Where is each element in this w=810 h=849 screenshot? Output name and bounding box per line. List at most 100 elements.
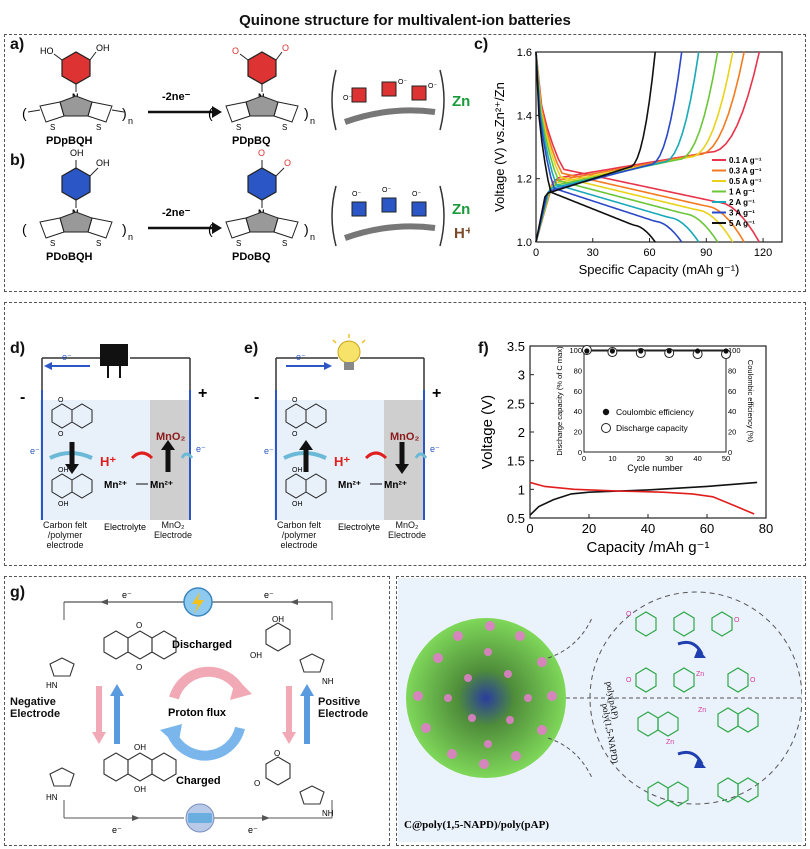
section-abc-box — [4, 34, 806, 292]
svg-text:e⁻: e⁻ — [122, 590, 132, 600]
chart-f-inset-ytick-label: 100 — [569, 346, 582, 355]
svg-text:MnO₂: MnO₂ — [156, 431, 185, 443]
svg-text:n: n — [310, 116, 315, 126]
section-h-box — [396, 576, 806, 846]
panel-label-b: b) — [10, 152, 26, 169]
svg-text:OH: OH — [58, 501, 69, 508]
chart-c-series-charge — [535, 51, 683, 243]
chart-f-inset-ce-point — [638, 348, 644, 354]
svg-text:e⁻: e⁻ — [248, 825, 258, 835]
svg-text:n: n — [128, 232, 133, 242]
chart-c-series-charge — [535, 51, 719, 243]
svg-text:OH: OH — [250, 651, 262, 660]
chart-f-inset-ytick-label: 0 — [578, 448, 582, 457]
svg-text:O: O — [750, 677, 756, 684]
panel-g-schematic: e⁻ e⁻ e⁻ e⁻ Discharged Charged Proton flux… — [10, 587, 369, 835]
svg-text:O: O — [136, 621, 142, 630]
chart-f-xtick-label: 60 — [700, 521, 714, 536]
svg-text:Electrolyte: Electrolyte — [104, 522, 146, 532]
pdobqh-structure: OH OH N SS () n — [22, 148, 133, 248]
svg-text:Mn²⁺: Mn²⁺ — [384, 480, 407, 491]
svg-text:O⁻: O⁻ — [343, 95, 352, 102]
svg-text:O: O — [232, 46, 239, 56]
panel-label-c: c) — [474, 36, 489, 53]
chart-c-ytick-label: 1.2 — [517, 174, 532, 186]
chart-c-ytick-label: 1.6 — [517, 47, 532, 59]
svg-text:Zn: Zn — [666, 739, 674, 746]
chart-f-inset-ytick-label-right: 60 — [728, 387, 736, 396]
chart-f-inset-legend-dc: Discharge capacity — [616, 423, 689, 433]
chart-f-inset-ce-point — [584, 348, 590, 354]
chart-c-legend-label: 1 A g⁻¹ — [729, 188, 755, 197]
chart-f-inset-ytick-label: 20 — [574, 428, 582, 437]
chart-f-xlabel: Capacity /mAh g⁻¹ — [587, 539, 710, 556]
chart-f-inset-legend-dc-marker — [601, 423, 611, 433]
chart-c-ytick-label: 1.0 — [517, 237, 532, 249]
svg-text:): ) — [304, 105, 309, 121]
svg-text:e⁻: e⁻ — [264, 590, 274, 600]
svg-text:(: ( — [22, 105, 27, 121]
svg-text:e⁻: e⁻ — [196, 444, 206, 454]
svg-text:e⁻: e⁻ — [430, 444, 440, 454]
svg-text:(: ( — [208, 105, 213, 121]
svg-text:O: O — [58, 397, 64, 404]
svg-text:OH: OH — [272, 615, 284, 624]
chart-c-xtick-label: 90 — [700, 247, 712, 259]
panel-label-a: a) — [10, 36, 25, 53]
svg-text:O⁻: O⁻ — [428, 83, 437, 90]
pdpbq-structure: O O N SS () n — [208, 43, 315, 132]
b-arrow-label: -2ne⁻ — [162, 207, 191, 219]
chart-c-series-discharge — [535, 51, 745, 243]
chart-f-inset-ytick-label-right: 80 — [728, 366, 736, 375]
chart-c-legend-label: 0.3 A g⁻¹ — [729, 167, 762, 176]
svg-text:O: O — [284, 158, 291, 168]
chart-c-xtick-label: 120 — [754, 247, 772, 259]
svg-text:H⁺: H⁺ — [334, 454, 350, 469]
chart-c-xtick-label: 0 — [533, 247, 539, 259]
chart-f-inset-ytick-label: 80 — [574, 366, 582, 375]
svg-text:O: O — [734, 617, 740, 624]
b-zn-ion: Zn²⁺ — [452, 201, 470, 218]
svg-text:O: O — [626, 677, 632, 684]
svg-text:OH: OH — [96, 43, 110, 53]
svg-text:S: S — [96, 239, 101, 248]
h-caption: C@poly(1,5-NAPD)/poly(pAP) — [404, 819, 549, 831]
chart-f-inset-xtick-label: 0 — [582, 454, 586, 463]
g-negative: Negative Electrode — [10, 696, 61, 720]
svg-text:O: O — [282, 43, 289, 53]
svg-text:S: S — [236, 123, 241, 132]
pdpbq-label: PDpBQ — [232, 135, 271, 147]
svg-text:): ) — [304, 221, 309, 237]
chart-f-inset-legend-ce-marker — [602, 408, 610, 416]
g-discharged: Discharged — [172, 639, 232, 651]
svg-text:O: O — [258, 148, 265, 158]
svg-text:OH: OH — [70, 148, 84, 158]
svg-text:OH: OH — [134, 785, 146, 794]
svg-text:O⁻: O⁻ — [398, 79, 407, 86]
svg-text:Mn²⁺: Mn²⁺ — [150, 480, 173, 491]
svg-text:H⁺: H⁺ — [100, 454, 116, 469]
chart-c-ylabel: Voltage (V) vs.Zn²⁺/Zn — [492, 82, 507, 212]
svg-text:): ) — [122, 221, 127, 237]
chart-f-inset-ytick-label-right: 0 — [728, 448, 732, 457]
chart-c-series-discharge — [535, 51, 719, 243]
chart-f-ylabel: Voltage (V) — [479, 395, 496, 469]
chart-f-inset-ylabel-left: Discharge capacity (% of C max) — [555, 346, 564, 456]
chart-c-legend-label: 0.1 A g⁻¹ — [729, 156, 762, 165]
chart-f-inset-ce-point — [609, 348, 615, 354]
chart-c-series-charge — [535, 51, 657, 243]
figure-title: Quinone structure for multivalent-ion ba… — [239, 12, 571, 29]
chart-c-legend-label: 3 A g⁻¹ — [729, 209, 755, 218]
g-positive: Positive Electrode — [318, 696, 369, 720]
svg-text:MnO₂: MnO₂ — [390, 431, 419, 443]
chart-f-xtick-label: 20 — [582, 521, 596, 536]
g-charged: Charged — [176, 775, 221, 787]
svg-text:e⁻: e⁻ — [264, 446, 274, 456]
chart-f-ytick-label: 2 — [518, 425, 525, 440]
svg-text:S: S — [236, 239, 241, 248]
svg-text:S: S — [282, 239, 287, 248]
svg-text:(: ( — [208, 221, 213, 237]
svg-text:NH: NH — [322, 809, 334, 818]
chart-f-xtick-label: 0 — [526, 521, 533, 536]
